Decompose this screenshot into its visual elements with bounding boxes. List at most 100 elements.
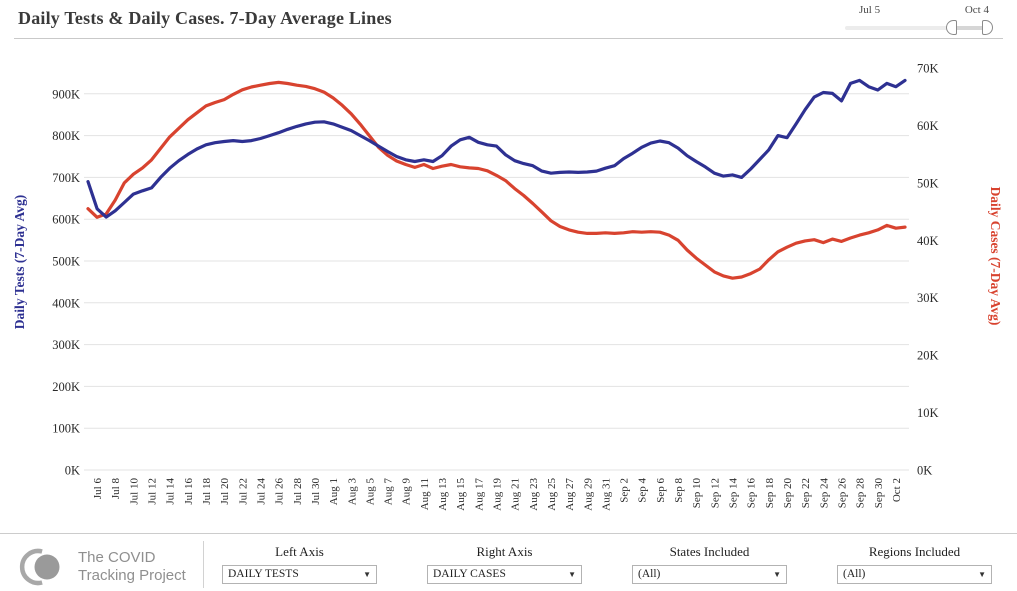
svg-text:600K: 600K xyxy=(52,213,80,227)
svg-text:Jul 12: Jul 12 xyxy=(147,478,159,505)
svg-text:Aug 19: Aug 19 xyxy=(492,478,504,511)
left-axis-dropdown[interactable]: DAILY TESTS ▼ xyxy=(222,565,377,584)
svg-text:0K: 0K xyxy=(917,464,932,478)
svg-text:Sep 10: Sep 10 xyxy=(691,478,703,509)
svg-text:20K: 20K xyxy=(917,349,939,363)
regions-included-dropdown[interactable]: (All) ▼ xyxy=(837,565,992,584)
svg-text:Aug 17: Aug 17 xyxy=(473,478,485,511)
svg-text:Aug 27: Aug 27 xyxy=(564,478,576,511)
svg-text:Daily Cases (7-Day Avg): Daily Cases (7-Day Avg) xyxy=(988,187,1003,326)
svg-text:800K: 800K xyxy=(52,129,80,143)
svg-text:Daily Tests (7-Day Avg): Daily Tests (7-Day Avg) xyxy=(12,195,27,329)
slider-end-label: Oct 4 xyxy=(964,4,989,16)
svg-text:50K: 50K xyxy=(917,176,939,190)
logo-text-line2: Tracking Project xyxy=(78,567,186,584)
daily-cases-line[interactable] xyxy=(86,80,907,280)
svg-text:Aug 25: Aug 25 xyxy=(546,478,558,511)
svg-text:Aug 23: Aug 23 xyxy=(528,478,540,511)
svg-text:Sep 26: Sep 26 xyxy=(836,478,848,509)
svg-text:Sep 12: Sep 12 xyxy=(709,478,721,508)
regions-included-label: Regions Included xyxy=(868,544,961,559)
covid-tracking-project-logo: The COVID Tracking Project xyxy=(18,545,186,589)
svg-text:100K: 100K xyxy=(52,422,80,436)
right-axis-title: Daily Cases (7-Day Avg) xyxy=(988,187,1003,326)
logo-text-line1: The COVID xyxy=(78,549,156,567)
left-axis-ticks: 0K 100K 200K 300K 400K 500K 600K 700K 800K 900K xyxy=(52,87,80,477)
svg-text:Sep 6: Sep 6 xyxy=(655,478,667,503)
right-axis-control: Right Axis DAILY CASES ▼ xyxy=(427,544,582,584)
left-axis-control: Left Axis DAILY TESTS ▼ xyxy=(222,544,377,584)
svg-text:Sep 24: Sep 24 xyxy=(818,478,830,509)
svg-text:Aug 31: Aug 31 xyxy=(600,478,612,511)
states-included-dropdown-value: (All) xyxy=(638,568,661,580)
svg-text:Sep 4: Sep 4 xyxy=(637,478,649,503)
svg-text:Jul 30: Jul 30 xyxy=(310,478,322,505)
svg-text:Jul 26: Jul 26 xyxy=(274,478,286,505)
left-axis-dropdown-value: DAILY TESTS xyxy=(228,568,299,580)
x-axis-ticks: Jul 6 Jul 8 Jul 10 Jul 12 Jul 14 Jul 16 Jul 18… xyxy=(92,478,903,511)
svg-text:10K: 10K xyxy=(917,406,939,420)
date-range-slider[interactable]: Jul 5 Oct 4 xyxy=(845,3,995,37)
svg-text:Aug 1: Aug 1 xyxy=(328,478,340,505)
svg-text:500K: 500K xyxy=(52,255,80,269)
svg-text:30K: 30K xyxy=(917,291,939,305)
svg-text:40K: 40K xyxy=(917,234,939,248)
svg-text:60K: 60K xyxy=(917,119,939,133)
slider-right-handle-icon[interactable] xyxy=(982,20,993,35)
svg-text:Jul 24: Jul 24 xyxy=(255,478,267,505)
footer-vertical-divider xyxy=(203,541,204,588)
svg-text:Aug 9: Aug 9 xyxy=(401,478,413,506)
svg-text:Aug 13: Aug 13 xyxy=(437,478,449,511)
states-included-label: States Included xyxy=(669,544,750,559)
svg-text:700K: 700K xyxy=(52,171,80,185)
svg-text:Sep 28: Sep 28 xyxy=(855,478,867,509)
daily-tests-line[interactable] xyxy=(86,78,907,219)
svg-text:Aug 7: Aug 7 xyxy=(383,478,395,506)
svg-text:Aug 21: Aug 21 xyxy=(510,478,522,511)
right-axis-dropdown[interactable]: DAILY CASES ▼ xyxy=(427,565,582,584)
svg-text:200K: 200K xyxy=(52,380,80,394)
svg-text:Aug 11: Aug 11 xyxy=(419,478,431,510)
svg-text:Sep 2: Sep 2 xyxy=(619,478,631,503)
gridlines xyxy=(84,93,909,471)
svg-text:Aug 5: Aug 5 xyxy=(364,478,376,506)
svg-text:Jul 10: Jul 10 xyxy=(128,478,140,505)
left-axis-title: Daily Tests (7-Day Avg) xyxy=(12,195,27,329)
chevron-down-icon: ▼ xyxy=(978,570,986,579)
svg-text:900K: 900K xyxy=(52,87,80,101)
svg-text:Jul 18: Jul 18 xyxy=(201,478,213,505)
chevron-down-icon: ▼ xyxy=(773,570,781,579)
regions-included-dropdown-value: (All) xyxy=(843,568,866,580)
svg-text:Sep 14: Sep 14 xyxy=(728,478,740,509)
svg-text:Jul 16: Jul 16 xyxy=(183,478,195,505)
slider-left-handle-icon[interactable] xyxy=(946,20,957,35)
svg-text:Aug 3: Aug 3 xyxy=(346,478,358,506)
svg-text:Jul 22: Jul 22 xyxy=(237,478,249,505)
chevron-down-icon: ▼ xyxy=(363,570,371,579)
svg-text:Aug 29: Aug 29 xyxy=(582,478,594,511)
states-included-dropdown[interactable]: (All) ▼ xyxy=(632,565,787,584)
svg-text:70K: 70K xyxy=(917,62,939,76)
right-axis-dropdown-value: DAILY CASES xyxy=(433,568,506,580)
logo-mark-icon xyxy=(19,548,60,586)
svg-text:Jul 14: Jul 14 xyxy=(165,478,177,505)
svg-text:Sep 30: Sep 30 xyxy=(873,478,885,509)
svg-text:0K: 0K xyxy=(65,464,80,478)
svg-text:Jul 6: Jul 6 xyxy=(92,478,104,500)
left-axis-control-label: Left Axis xyxy=(275,544,324,559)
svg-text:Sep 18: Sep 18 xyxy=(764,478,776,509)
right-axis-control-label: Right Axis xyxy=(476,544,533,559)
svg-text:Sep 20: Sep 20 xyxy=(782,478,794,509)
svg-text:Jul 20: Jul 20 xyxy=(219,478,231,505)
regions-included-control: Regions Included (All) ▼ xyxy=(837,544,992,584)
svg-text:300K: 300K xyxy=(52,338,80,352)
svg-text:400K: 400K xyxy=(52,296,80,310)
slider-selected-range xyxy=(949,26,988,30)
svg-text:Sep 8: Sep 8 xyxy=(673,478,685,503)
svg-text:Oct 2: Oct 2 xyxy=(891,478,903,502)
states-included-control: States Included (All) ▼ xyxy=(632,544,787,584)
chart-canvas: 0K100K200K300K400K500K600K700K800K900K0K… xyxy=(12,62,1003,511)
slider-track[interactable] xyxy=(845,26,990,30)
svg-text:Aug 15: Aug 15 xyxy=(455,478,467,511)
